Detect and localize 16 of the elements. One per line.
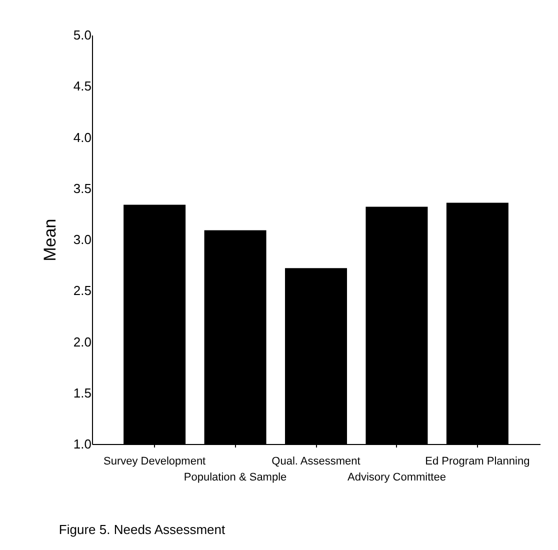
y-tick-label: 5.0 xyxy=(73,28,92,42)
y-tick-label: 3.5 xyxy=(73,180,92,196)
y-tick-label: 4.5 xyxy=(73,78,92,94)
y-tick-label: 1.5 xyxy=(73,385,92,400)
y-tick-label: 1.0 xyxy=(73,436,92,452)
y-tick-label: 2.5 xyxy=(73,283,92,298)
x-tick-label: Population & Sample xyxy=(184,472,287,484)
x-tick-label: Advisory Committee xyxy=(348,472,446,484)
x-tick-label: Qual. Assessment xyxy=(272,456,360,468)
y-tick-label: 3.0 xyxy=(73,232,92,247)
x-tick-label: Survey Development xyxy=(104,456,206,468)
y-tick-label: 4.0 xyxy=(73,130,92,145)
x-tick-label: Ed Program Planning xyxy=(425,456,530,468)
y-tick-label: 2.0 xyxy=(73,334,92,350)
caption: Figure 5. Needs Assessment xyxy=(58,522,226,537)
y-axis-title: Mean xyxy=(40,218,60,262)
